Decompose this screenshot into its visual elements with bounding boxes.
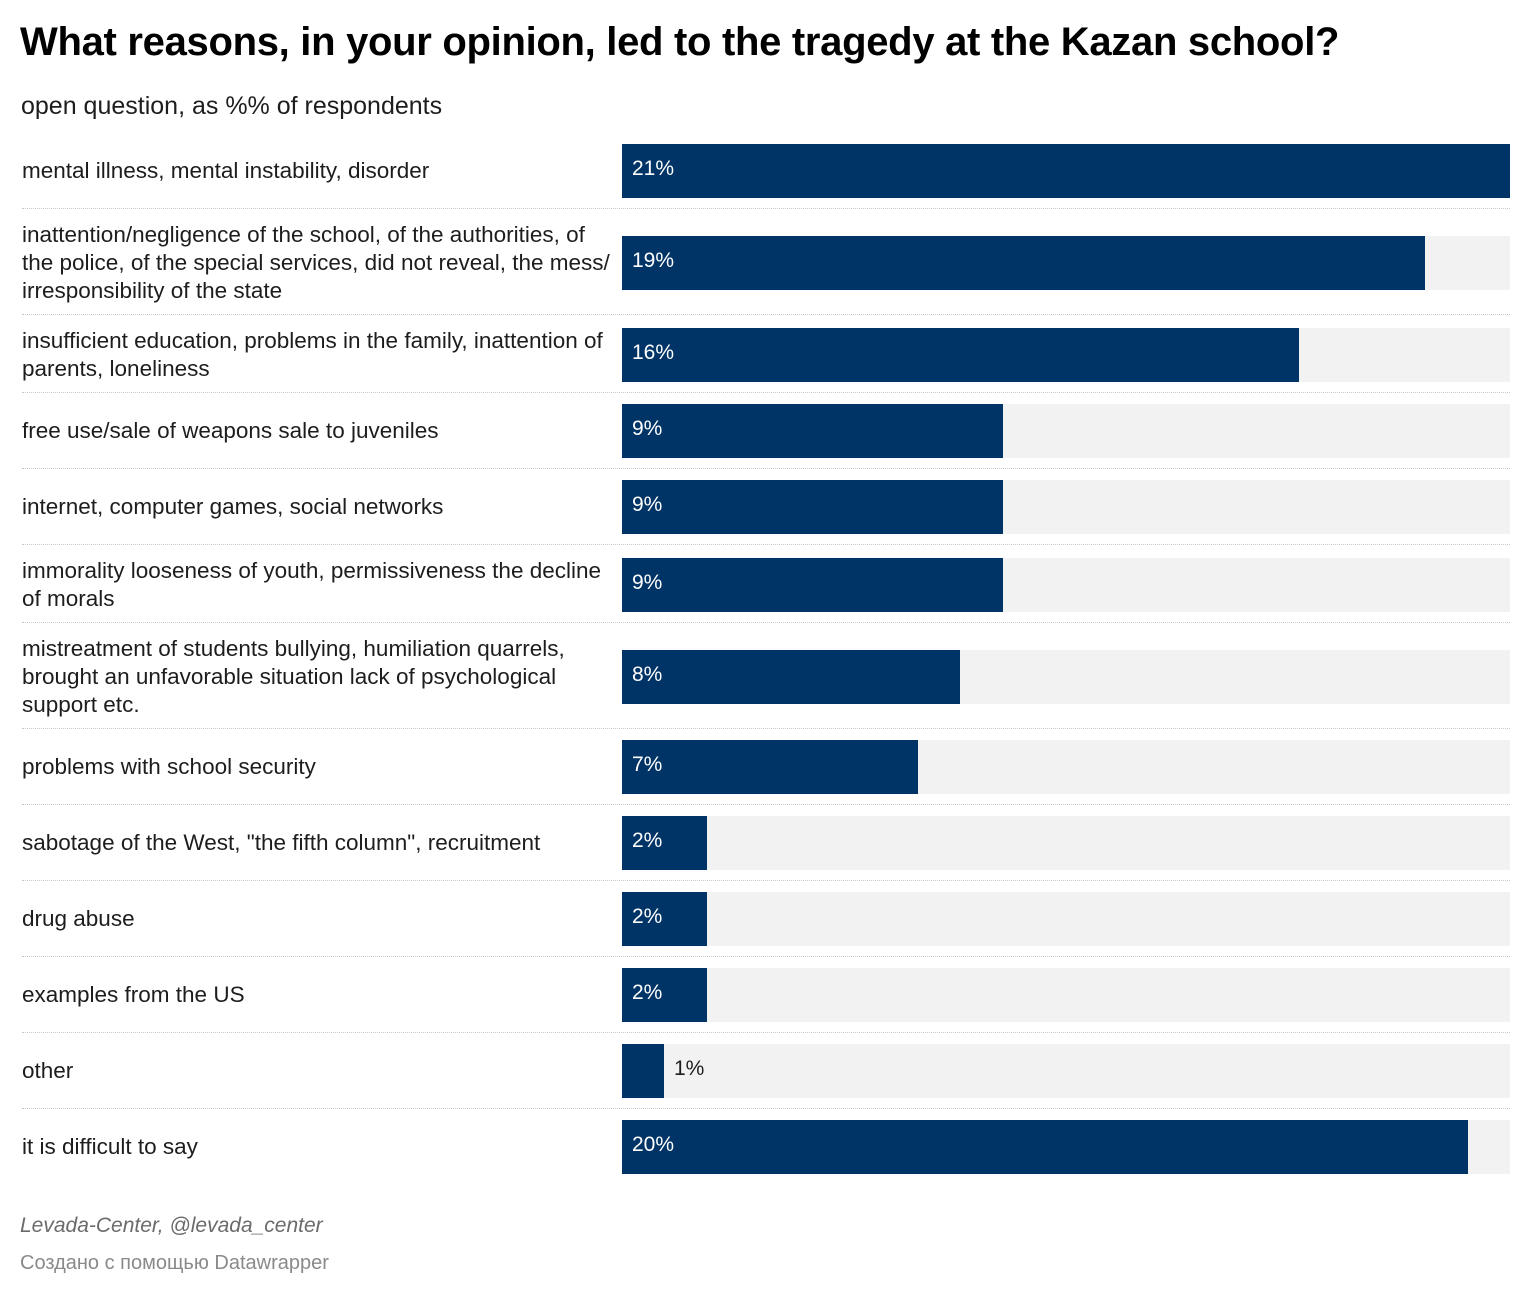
bar bbox=[622, 480, 1003, 534]
row-separator bbox=[22, 1108, 1510, 1109]
value-label: 19% bbox=[632, 249, 675, 272]
bar bbox=[622, 404, 1003, 458]
category-label: problems with school security bbox=[22, 754, 316, 779]
row-separator bbox=[22, 1032, 1510, 1033]
category-label: it is difficult to say bbox=[22, 1134, 198, 1159]
value-label: 9% bbox=[632, 571, 663, 594]
category-label: other bbox=[22, 1058, 74, 1083]
value-label: 9% bbox=[632, 417, 663, 440]
bar-track bbox=[622, 892, 1510, 946]
category-label: internet, computer games, social network… bbox=[22, 494, 444, 519]
value-label: 21% bbox=[632, 157, 675, 180]
value-label: 7% bbox=[632, 753, 663, 776]
row-separator bbox=[22, 956, 1510, 957]
datawrapper-credit: Создано с помощью Datawrapper bbox=[20, 1252, 329, 1274]
chart-title: What reasons, in your opinion, led to th… bbox=[20, 20, 1340, 64]
value-label: 8% bbox=[632, 663, 663, 686]
bar bbox=[622, 1044, 664, 1098]
bar bbox=[622, 1120, 1468, 1174]
value-label: 2% bbox=[632, 981, 663, 1004]
bar bbox=[622, 236, 1425, 290]
chart-subtitle: open question, as %% of respondents bbox=[21, 92, 443, 120]
bar bbox=[622, 892, 707, 946]
source-note: Levada-Center, @levada_center bbox=[20, 1214, 323, 1237]
bar-track bbox=[622, 968, 1510, 1022]
bar-track bbox=[622, 1044, 1510, 1098]
bar-track bbox=[622, 816, 1510, 870]
row-separator bbox=[22, 392, 1510, 393]
row-separator bbox=[22, 880, 1510, 881]
bar bbox=[622, 740, 918, 794]
bar bbox=[622, 968, 707, 1022]
category-label: free use/sale of weapons sale to juvenil… bbox=[22, 418, 439, 443]
category-label: inattention/negligence of the school, of… bbox=[22, 222, 610, 303]
bar bbox=[622, 558, 1003, 612]
value-label: 16% bbox=[632, 341, 675, 364]
value-label: 9% bbox=[632, 493, 663, 516]
bar bbox=[622, 144, 1510, 198]
row-separator bbox=[22, 468, 1510, 469]
category-label: immorality looseness of youth, permissiv… bbox=[22, 558, 602, 611]
category-label: mistreatment of students bullying, humil… bbox=[22, 636, 565, 717]
category-label: mental illness, mental instability, diso… bbox=[22, 158, 430, 183]
row-separator bbox=[22, 622, 1510, 623]
bar bbox=[622, 816, 707, 870]
row-separator bbox=[22, 804, 1510, 805]
category-label: examples from the US bbox=[22, 982, 245, 1007]
row-separator bbox=[22, 728, 1510, 729]
value-label: 1% bbox=[674, 1057, 705, 1080]
category-label: sabotage of the West, "the fifth column"… bbox=[22, 830, 541, 855]
bar bbox=[622, 328, 1299, 382]
category-label: drug abuse bbox=[22, 906, 135, 931]
value-label: 20% bbox=[632, 1133, 675, 1156]
bar bbox=[622, 650, 960, 704]
row-separator bbox=[22, 314, 1510, 315]
row-separator bbox=[22, 208, 1510, 209]
row-separator bbox=[22, 544, 1510, 545]
category-label: insufficient education, problems in the … bbox=[22, 328, 603, 381]
value-label: 2% bbox=[632, 829, 663, 852]
value-label: 2% bbox=[632, 905, 663, 928]
